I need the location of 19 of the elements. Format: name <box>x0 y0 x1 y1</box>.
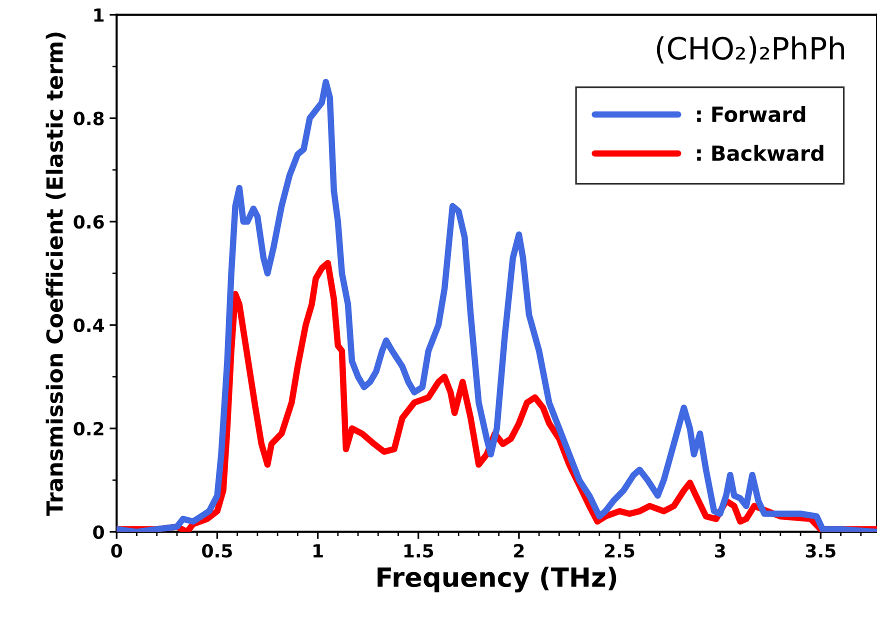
y-tick-label: 0.8 <box>74 112 104 126</box>
y-tick-label: 0.2 <box>74 422 104 436</box>
y-tick-label: 0.4 <box>74 318 104 332</box>
x-tick-label: 1.5 <box>404 544 434 558</box>
y-tick-label: 1 <box>94 8 104 22</box>
legend-label: : Forward <box>697 106 806 122</box>
x-tick-label: 3.5 <box>806 544 836 558</box>
annotation: (CHO₂)₂PhPh <box>656 36 844 64</box>
y-tick-label: 0.6 <box>74 215 104 229</box>
y-axis-title: Transmission Coefficient (Elastic term) <box>46 32 66 516</box>
legend-label: : Backward <box>697 144 824 162</box>
x-tick-label: 2.5 <box>604 544 634 558</box>
x-tick-label: 3 <box>715 544 725 558</box>
x-tick-label: 0 <box>111 544 122 558</box>
x-tick-label: 0.5 <box>202 544 232 558</box>
y-tick-label: 0 <box>93 525 104 539</box>
x-axis-title: Frequency (THz) <box>378 566 616 592</box>
x-tick-label: 2 <box>514 544 524 558</box>
x-tick-label: 1 <box>314 544 323 558</box>
